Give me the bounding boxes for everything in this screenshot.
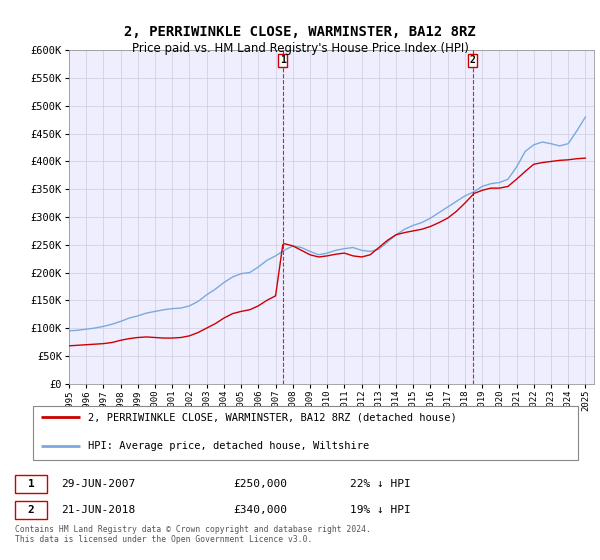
Text: Price paid vs. HM Land Registry's House Price Index (HPI): Price paid vs. HM Land Registry's House … bbox=[131, 42, 469, 55]
FancyBboxPatch shape bbox=[15, 501, 47, 519]
Text: 2: 2 bbox=[28, 505, 34, 515]
Text: Contains HM Land Registry data © Crown copyright and database right 2024.
This d: Contains HM Land Registry data © Crown c… bbox=[15, 525, 371, 544]
Text: HPI: Average price, detached house, Wiltshire: HPI: Average price, detached house, Wilt… bbox=[88, 441, 369, 451]
Text: £340,000: £340,000 bbox=[233, 505, 287, 515]
Text: 22% ↓ HPI: 22% ↓ HPI bbox=[350, 479, 410, 489]
Text: 29-JUN-2007: 29-JUN-2007 bbox=[61, 479, 136, 489]
Text: 1: 1 bbox=[28, 479, 34, 489]
Text: 2, PERRIWINKLE CLOSE, WARMINSTER, BA12 8RZ: 2, PERRIWINKLE CLOSE, WARMINSTER, BA12 8… bbox=[124, 25, 476, 39]
FancyBboxPatch shape bbox=[15, 475, 47, 493]
Text: 19% ↓ HPI: 19% ↓ HPI bbox=[350, 505, 410, 515]
Text: 1: 1 bbox=[280, 55, 286, 66]
Text: 21-JUN-2018: 21-JUN-2018 bbox=[61, 505, 136, 515]
Text: £250,000: £250,000 bbox=[233, 479, 287, 489]
Text: 2, PERRIWINKLE CLOSE, WARMINSTER, BA12 8RZ (detached house): 2, PERRIWINKLE CLOSE, WARMINSTER, BA12 8… bbox=[88, 412, 457, 422]
FancyBboxPatch shape bbox=[33, 405, 578, 460]
Text: 2: 2 bbox=[470, 55, 476, 66]
